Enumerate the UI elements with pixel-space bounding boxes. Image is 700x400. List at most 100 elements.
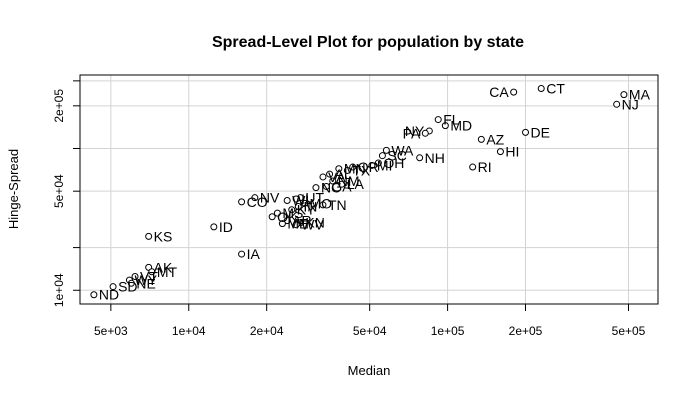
data-point (329, 177, 337, 185)
x-tick-label: 1e+05 (431, 324, 465, 338)
data-point (374, 159, 382, 167)
point-label: AL (335, 166, 352, 182)
data-point (90, 291, 98, 299)
point-label: NE (136, 275, 155, 291)
data-point (477, 135, 485, 143)
point-label: NV (260, 190, 280, 206)
point-label: NY (405, 123, 425, 139)
point-label: VA (328, 169, 346, 185)
data-point (145, 232, 153, 240)
data-point (522, 128, 530, 136)
data-point (294, 202, 302, 210)
data-point (496, 148, 504, 156)
point-label: ND (99, 287, 119, 303)
data-point (441, 122, 449, 130)
chart-title: Spread-Level Plot for population by stat… (212, 34, 524, 51)
x-tick-label: 5e+04 (353, 324, 387, 338)
data-point (326, 170, 334, 178)
data-point (278, 220, 286, 228)
data-point (349, 163, 357, 171)
point-label: NC (321, 180, 341, 196)
data-point (301, 199, 309, 207)
data-point (368, 161, 376, 169)
point-label: AK (154, 259, 173, 275)
point-label: KN (305, 215, 324, 231)
point-label: OK (277, 209, 298, 225)
point-label: AR (292, 213, 311, 229)
point-label: TX (352, 162, 371, 178)
data-point (322, 182, 330, 190)
point-label: MA (629, 87, 651, 103)
point-label: KY (297, 202, 316, 218)
data-point (210, 223, 218, 231)
data-point (319, 201, 327, 209)
point-label: RI (478, 159, 492, 175)
x-axis: 5e+03 1e+04 2e+04 5e+04 1e+05 2e+05 5e+05 (94, 303, 646, 338)
y-tick-label: 1e+04 (52, 273, 66, 307)
y-tick-label: 2e+05 (52, 89, 66, 123)
point-label: OH (383, 155, 404, 171)
point-label: HI (505, 144, 519, 160)
point-label: MI (377, 157, 393, 173)
data-point (613, 100, 621, 108)
point-label: OR (358, 159, 379, 175)
y-tick-label: 5e+04 (52, 174, 66, 208)
data-point (283, 196, 291, 204)
point-label: SC (387, 148, 406, 164)
data-point (421, 129, 429, 137)
data-point (620, 91, 628, 99)
point-label: VT (140, 269, 158, 285)
point-label: CA (489, 84, 509, 100)
point-label: WI (292, 192, 309, 208)
point-label: DE (531, 124, 550, 140)
data-point (378, 152, 386, 160)
point-label: WA (391, 142, 414, 158)
x-axis-label: Median (348, 363, 391, 378)
point-label: TN (328, 197, 347, 213)
point-label: CT (546, 81, 565, 97)
point-label: ME (287, 216, 308, 232)
point-label: NH (425, 150, 445, 166)
data-point (148, 268, 156, 276)
data-point (292, 221, 300, 229)
data-point (273, 209, 281, 217)
data-point (434, 116, 442, 124)
point-label: GA (331, 178, 352, 194)
point-label: MN (344, 161, 366, 177)
data-point (127, 279, 135, 287)
data-point (312, 184, 320, 192)
x-tick-label: 1e+04 (172, 324, 206, 338)
data-point (268, 213, 276, 221)
x-tick-label: 2e+04 (250, 324, 284, 338)
point-label: SD (118, 279, 137, 295)
y-axis: 1e+04 5e+04 2e+05 (52, 80, 81, 307)
point-label: NJ (622, 96, 639, 112)
y-axis-label: Hinge-Spread (6, 149, 21, 229)
data-point (469, 163, 477, 171)
point-label: UT (305, 190, 324, 206)
point-label: KS (154, 228, 173, 244)
x-tick-label: 5e+05 (612, 324, 646, 338)
point-label: MO (310, 195, 333, 211)
data-point (510, 88, 518, 96)
point-label: AZ (486, 131, 504, 147)
point-label: IA (247, 246, 261, 262)
point-label: WY (134, 272, 157, 288)
data-point (319, 173, 327, 181)
x-tick-label: 5e+03 (94, 324, 128, 338)
point-label: NM (338, 173, 360, 189)
data-point (338, 180, 346, 188)
point-label: MT (157, 264, 178, 280)
data-point (109, 283, 117, 291)
data-point (416, 154, 424, 162)
data-point (292, 195, 300, 203)
point-label: WV (301, 217, 324, 233)
point-label: FL (443, 112, 460, 128)
point-label: ID (219, 219, 233, 235)
point-label: LA (347, 176, 365, 192)
x-tick-label: 2e+05 (509, 324, 543, 338)
data-point (343, 166, 351, 174)
data-point (382, 146, 390, 154)
